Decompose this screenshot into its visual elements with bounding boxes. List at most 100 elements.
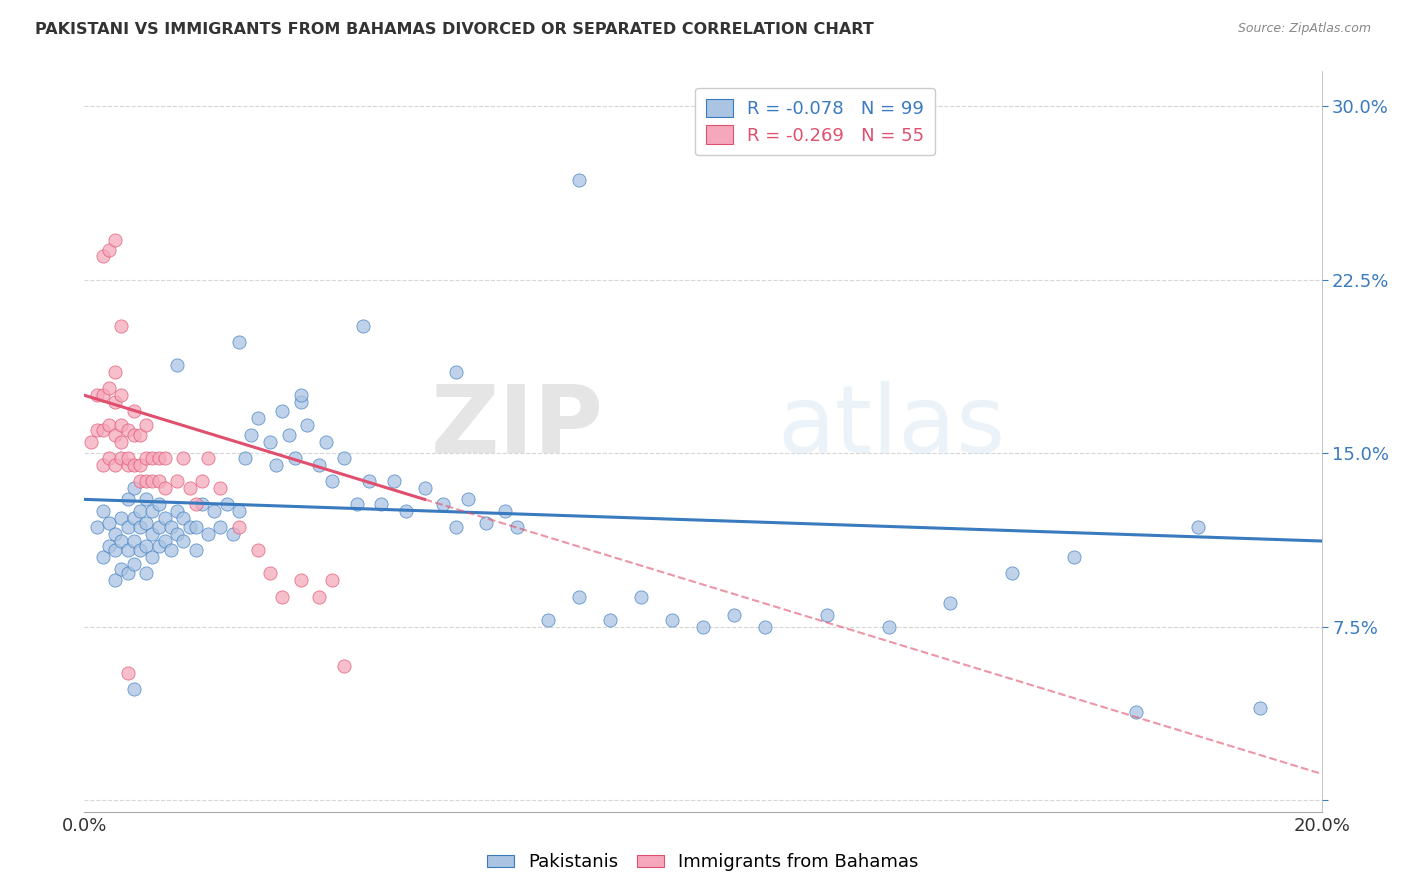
Point bbox=[506, 520, 529, 534]
Point bbox=[370, 497, 392, 511]
Text: Source: ZipAtlas.com: Source: ZipAtlas.com bbox=[1237, 22, 1371, 36]
Point bbox=[179, 481, 201, 495]
Point bbox=[692, 620, 714, 634]
Point bbox=[166, 474, 188, 488]
Point bbox=[86, 388, 108, 402]
Point bbox=[129, 543, 152, 558]
Point bbox=[259, 566, 281, 581]
Point bbox=[135, 539, 157, 553]
Point bbox=[215, 497, 238, 511]
Point bbox=[104, 574, 127, 588]
Point bbox=[295, 418, 318, 433]
Point bbox=[284, 450, 307, 465]
Point bbox=[122, 557, 145, 571]
Point bbox=[91, 458, 114, 472]
Point bbox=[290, 388, 312, 402]
Point bbox=[754, 620, 776, 634]
Point bbox=[79, 434, 101, 449]
Point bbox=[122, 458, 145, 472]
Point bbox=[117, 492, 139, 507]
Point bbox=[153, 450, 176, 465]
Point bbox=[172, 534, 194, 549]
Point bbox=[432, 497, 454, 511]
Point bbox=[98, 516, 121, 530]
Point bbox=[457, 492, 479, 507]
Point bbox=[117, 458, 139, 472]
Point bbox=[382, 474, 405, 488]
Point bbox=[129, 504, 152, 518]
Point bbox=[413, 481, 436, 495]
Legend: Pakistanis, Immigrants from Bahamas: Pakistanis, Immigrants from Bahamas bbox=[479, 847, 927, 879]
Point bbox=[723, 608, 745, 623]
Point bbox=[1249, 700, 1271, 714]
Point bbox=[86, 423, 108, 437]
Point bbox=[568, 173, 591, 187]
Point bbox=[153, 481, 176, 495]
Point bbox=[321, 474, 343, 488]
Point bbox=[271, 590, 294, 604]
Point bbox=[160, 543, 183, 558]
Point bbox=[352, 318, 374, 333]
Point bbox=[148, 497, 170, 511]
Point bbox=[233, 450, 256, 465]
Point bbox=[91, 388, 114, 402]
Legend: R = -0.078   N = 99, R = -0.269   N = 55: R = -0.078 N = 99, R = -0.269 N = 55 bbox=[695, 87, 935, 155]
Point bbox=[98, 243, 121, 257]
Text: atlas: atlas bbox=[778, 381, 1005, 473]
Point bbox=[148, 450, 170, 465]
Point bbox=[141, 474, 163, 488]
Point bbox=[444, 365, 467, 379]
Point bbox=[172, 450, 194, 465]
Point bbox=[630, 590, 652, 604]
Point bbox=[129, 458, 152, 472]
Point bbox=[290, 574, 312, 588]
Point bbox=[117, 520, 139, 534]
Point bbox=[110, 511, 132, 525]
Point bbox=[184, 543, 207, 558]
Point bbox=[122, 404, 145, 418]
Point bbox=[179, 520, 201, 534]
Point bbox=[91, 250, 114, 264]
Point bbox=[228, 520, 250, 534]
Point bbox=[148, 474, 170, 488]
Point bbox=[1187, 520, 1209, 534]
Point bbox=[197, 450, 219, 465]
Point bbox=[475, 516, 498, 530]
Point bbox=[333, 450, 356, 465]
Point bbox=[568, 590, 591, 604]
Point bbox=[277, 427, 299, 442]
Point bbox=[104, 233, 127, 247]
Point bbox=[148, 520, 170, 534]
Point bbox=[222, 527, 245, 541]
Point bbox=[110, 388, 132, 402]
Point bbox=[264, 458, 287, 472]
Point bbox=[228, 504, 250, 518]
Point bbox=[141, 450, 163, 465]
Point bbox=[141, 504, 163, 518]
Point bbox=[315, 434, 337, 449]
Point bbox=[877, 620, 900, 634]
Point bbox=[346, 497, 368, 511]
Point bbox=[184, 520, 207, 534]
Point bbox=[122, 682, 145, 697]
Point bbox=[815, 608, 838, 623]
Point bbox=[939, 597, 962, 611]
Point bbox=[135, 492, 157, 507]
Point bbox=[110, 434, 132, 449]
Point bbox=[135, 516, 157, 530]
Point bbox=[91, 504, 114, 518]
Point bbox=[122, 511, 145, 525]
Point bbox=[104, 395, 127, 409]
Point bbox=[110, 534, 132, 549]
Point bbox=[209, 481, 232, 495]
Point bbox=[117, 543, 139, 558]
Point bbox=[117, 423, 139, 437]
Point bbox=[197, 527, 219, 541]
Point bbox=[141, 527, 163, 541]
Point bbox=[537, 613, 560, 627]
Point bbox=[202, 504, 225, 518]
Point bbox=[209, 520, 232, 534]
Point bbox=[1001, 566, 1024, 581]
Point bbox=[110, 562, 132, 576]
Point bbox=[228, 334, 250, 349]
